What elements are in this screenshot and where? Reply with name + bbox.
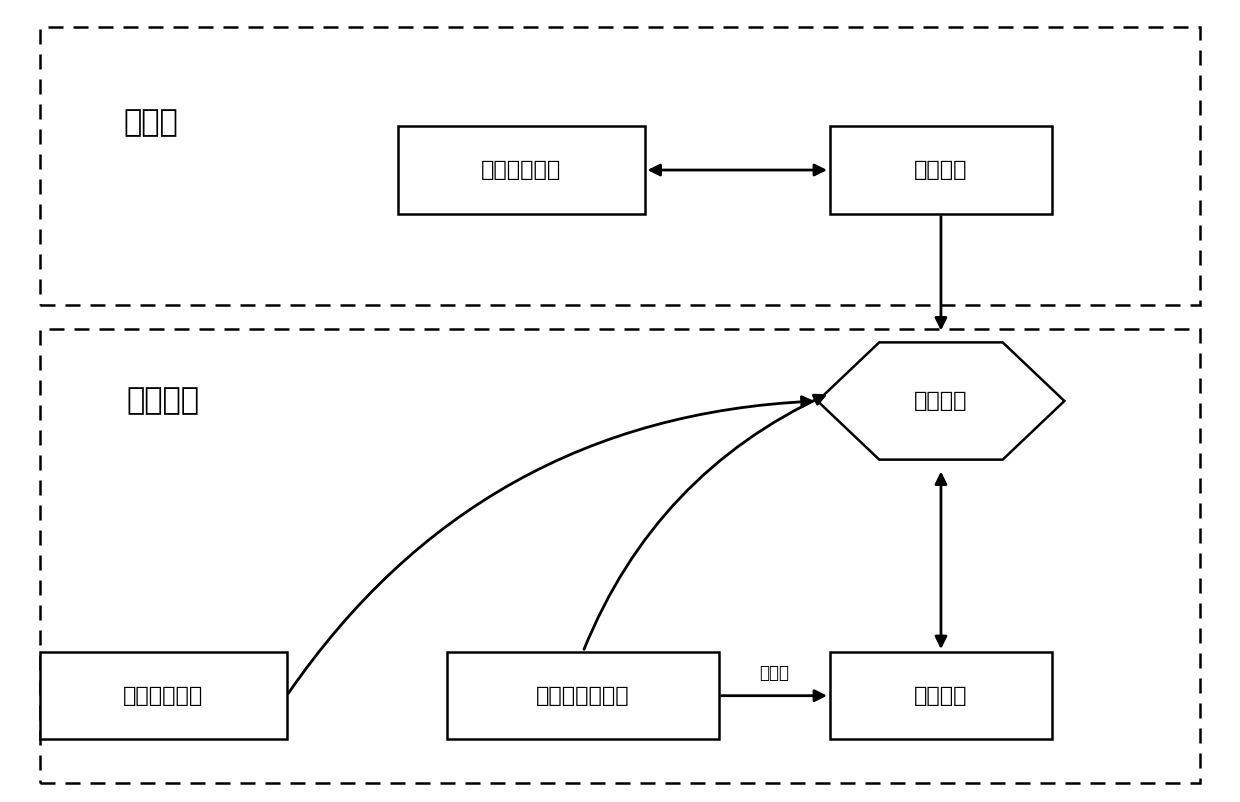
FancyArrowPatch shape	[288, 397, 812, 694]
Text: 主站侧: 主站侧	[124, 107, 179, 137]
FancyBboxPatch shape	[830, 652, 1052, 739]
FancyArrowPatch shape	[584, 395, 825, 650]
FancyBboxPatch shape	[398, 126, 645, 214]
Text: 模拟主站: 模拟主站	[914, 160, 967, 180]
Text: 实际配电主站: 实际配电主站	[481, 160, 562, 180]
Bar	[40, 26, 1200, 306]
FancyBboxPatch shape	[448, 652, 719, 739]
Polygon shape	[817, 342, 1064, 460]
Bar	[40, 330, 1200, 784]
Text: 现场移动终端: 现场移动终端	[123, 686, 203, 706]
Text: 调试现场: 调试现场	[126, 387, 200, 415]
Text: 继电保护测试仪: 继电保护测试仪	[536, 686, 630, 706]
FancyBboxPatch shape	[40, 652, 286, 739]
Text: 无线模块: 无线模块	[914, 391, 967, 411]
Text: 电力线: 电力线	[759, 664, 790, 683]
FancyBboxPatch shape	[830, 126, 1052, 214]
Text: 配电终端: 配电终端	[914, 686, 967, 706]
